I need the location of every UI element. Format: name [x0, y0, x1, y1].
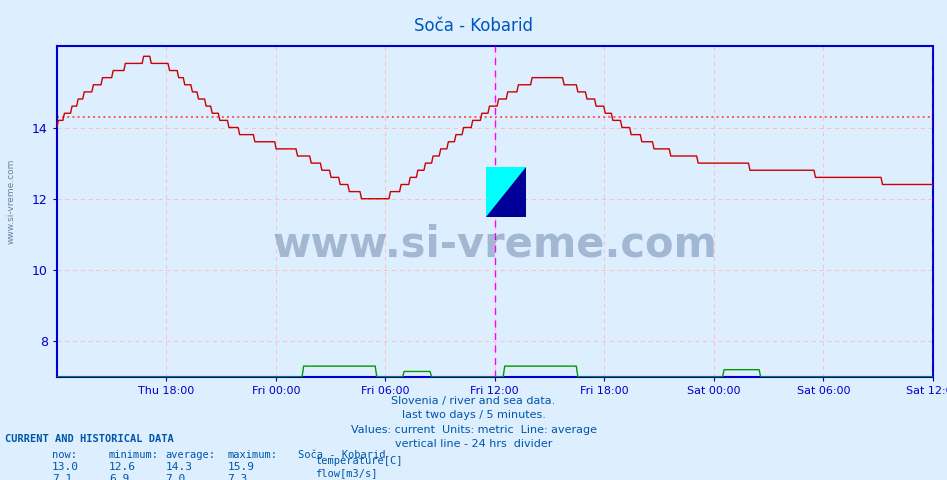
Text: 7.0: 7.0 — [166, 474, 186, 480]
Text: 15.9: 15.9 — [227, 462, 255, 472]
Text: Soča - Kobarid: Soča - Kobarid — [298, 450, 385, 460]
Text: 7.1: 7.1 — [52, 474, 72, 480]
Text: temperature[C]: temperature[C] — [315, 456, 402, 466]
Polygon shape — [486, 167, 510, 216]
Text: average:: average: — [166, 450, 216, 460]
Text: last two days / 5 minutes.: last two days / 5 minutes. — [402, 410, 545, 420]
Text: vertical line - 24 hrs  divider: vertical line - 24 hrs divider — [395, 439, 552, 449]
Text: Soča - Kobarid: Soča - Kobarid — [414, 17, 533, 35]
Text: www.si-vreme.com: www.si-vreme.com — [7, 159, 16, 244]
Text: 7.3: 7.3 — [227, 474, 247, 480]
Text: CURRENT AND HISTORICAL DATA: CURRENT AND HISTORICAL DATA — [5, 434, 173, 444]
Text: 12.6: 12.6 — [109, 462, 136, 472]
Text: 6.9: 6.9 — [109, 474, 129, 480]
Polygon shape — [486, 167, 526, 216]
Text: minimum:: minimum: — [109, 450, 159, 460]
Text: maximum:: maximum: — [227, 450, 277, 460]
Text: Slovenia / river and sea data.: Slovenia / river and sea data. — [391, 396, 556, 406]
Text: flow[m3/s]: flow[m3/s] — [315, 468, 378, 478]
Text: www.si-vreme.com: www.si-vreme.com — [273, 223, 717, 265]
Polygon shape — [486, 167, 526, 216]
Text: 13.0: 13.0 — [52, 462, 80, 472]
Text: Values: current  Units: metric  Line: average: Values: current Units: metric Line: aver… — [350, 425, 597, 435]
Text: 14.3: 14.3 — [166, 462, 193, 472]
Text: now:: now: — [52, 450, 77, 460]
